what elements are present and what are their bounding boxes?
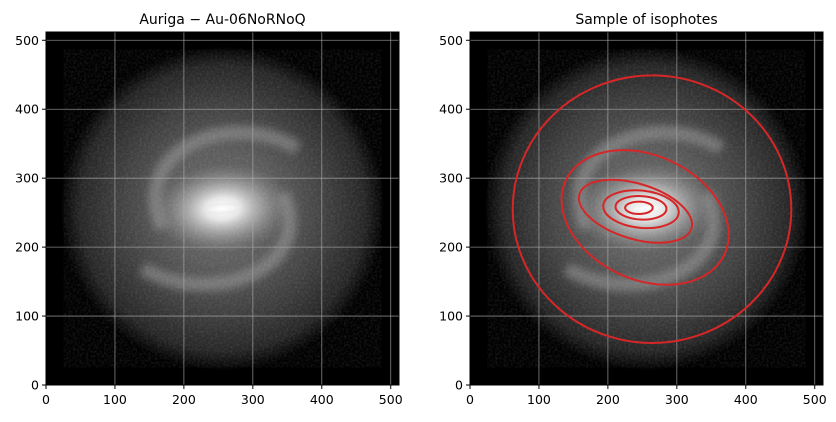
y-tick-label: 300: [15, 171, 39, 186]
panel-2: 0 100 200 300 400 500 0 100 200 300 400 500 Sample o…: [439, 12, 827, 407]
y-tick-label: 500: [15, 33, 39, 48]
x-tick-label: 500: [803, 392, 827, 407]
isophote-ellipse-6: [511, 74, 793, 344]
y-tick-label: 300: [439, 171, 463, 186]
x-tick-label: 200: [172, 392, 196, 407]
x-tick-label: 100: [103, 392, 127, 407]
ticks: 0 100 200 300 400 500 0 100 200 300 400 500: [439, 33, 827, 407]
isophote-ellipse-2: [614, 195, 668, 221]
panel-title: Sample of isophotes: [575, 12, 717, 28]
pixel-noise: [487, 49, 806, 368]
y-tick-label: 400: [15, 102, 39, 117]
x-tick-label: 0: [42, 392, 50, 407]
x-tick-label: 500: [379, 392, 403, 407]
y-tick-label: 400: [439, 102, 463, 117]
y-tick-label: 200: [439, 240, 463, 255]
y-tick-label: 100: [439, 309, 463, 324]
isophote-ellipse-4: [577, 178, 694, 244]
isophotes: [511, 74, 793, 344]
panel-1: 0 100 200 300 400 500 0 100 200 300 400 500 Auriga −…: [15, 12, 403, 407]
x-tick-label: 400: [310, 392, 334, 407]
isophote-ellipse-1: [624, 200, 654, 216]
x-tick-label: 0: [466, 392, 474, 407]
x-tick-label: 300: [241, 392, 265, 407]
isophote-ellipse-5: [560, 149, 730, 286]
y-tick-label: 0: [31, 378, 39, 393]
galaxy-image: [484, 46, 809, 371]
y-tick-label: 500: [439, 33, 463, 48]
x-tick-label: 300: [665, 392, 689, 407]
grid: [470, 32, 823, 385]
y-tick-label: 100: [15, 309, 39, 324]
panel-title: Auriga − Au-06NoRNoQ: [139, 12, 305, 28]
y-tick-label: 200: [15, 240, 39, 255]
x-tick-label: 200: [596, 392, 620, 407]
galaxy-image: [60, 46, 385, 371]
axes-frame: [469, 31, 824, 386]
ticks: 0 100 200 300 400 500 0 100 200 300 400 500: [15, 33, 403, 407]
axes-frame: [45, 31, 400, 386]
y-tick-label: 0: [455, 378, 463, 393]
x-tick-label: 400: [734, 392, 758, 407]
x-tick-label: 100: [527, 392, 551, 407]
pixel-noise: [63, 49, 382, 368]
grid: [46, 32, 399, 385]
isophote-ellipse-3: [602, 189, 680, 230]
